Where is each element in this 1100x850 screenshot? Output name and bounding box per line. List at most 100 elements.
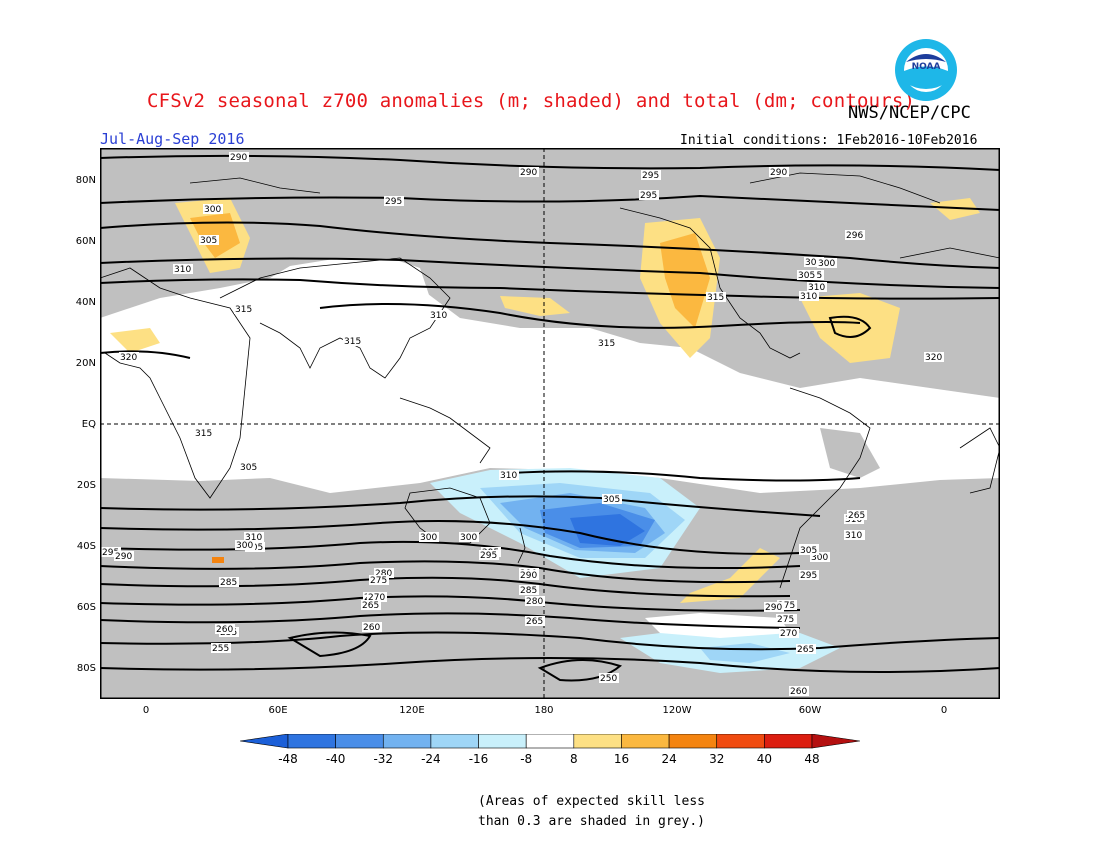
contour-label: 250 (600, 674, 617, 684)
contour-label-bg (419, 532, 439, 542)
colorbar-swatch (382, 734, 432, 749)
colorbar-swatch (668, 734, 718, 749)
contour-label-bg (119, 352, 139, 362)
colorbar (240, 734, 860, 749)
contour-label: 280 (526, 597, 543, 607)
contour-label-bg (847, 510, 867, 520)
lat-label-20s: 20S (76, 480, 96, 491)
contour-label-bg (229, 152, 249, 162)
contour-label: 300 (818, 259, 835, 269)
contour-label: 295 (642, 171, 659, 181)
contour-label-bg (239, 462, 259, 472)
contour-label: 305 (200, 236, 217, 246)
contour-label: 260 (216, 625, 233, 635)
contour-label-bg (101, 547, 121, 557)
contour-label: 280 (375, 569, 392, 579)
contour-label: 320 (925, 353, 942, 363)
contour-label: 305 (240, 463, 257, 473)
contour-label-bg (215, 624, 235, 634)
contour-label-bg (817, 258, 837, 268)
anomaly-map: 2902902953003053103153202902953003053103… (100, 148, 1000, 699)
contour-label-bg (369, 575, 389, 585)
contour-label: 310 (808, 283, 825, 293)
contour-label: 295 (102, 548, 119, 558)
contour-label-bg (789, 686, 809, 696)
lat-label-20n: 20N (75, 358, 96, 369)
contour-label-bg (807, 282, 827, 292)
colorbar-label: 48 (804, 752, 820, 766)
lat-label-60n: 60N (75, 236, 96, 247)
contour-label-bg (602, 494, 622, 504)
lon-label-180: 180 (534, 705, 554, 716)
colorbar-label: -24 (421, 752, 441, 766)
contour-label: 296 (846, 231, 863, 241)
contour-label-bg (519, 585, 539, 595)
skill-note-line-2: than 0.3 are shaded in grey.) (478, 814, 705, 829)
contour-label: 270 (368, 593, 385, 603)
contour-label-bg (384, 196, 404, 206)
contour-label-bg (525, 596, 545, 606)
contour-label: 305 (798, 271, 815, 281)
contour-label-bg (362, 622, 382, 632)
contour-label: 290 (520, 168, 537, 178)
contour-label: 265 (797, 645, 814, 655)
contour-label-bg (776, 614, 796, 624)
contour-label: 315 (598, 339, 615, 349)
contour-label-bg (769, 167, 789, 177)
contour-labels: 2902902953003053103153202902953003053103… (101, 152, 944, 697)
contour-label: 275 (370, 576, 387, 586)
contour-label: 285 (220, 578, 237, 588)
contour-label-bg (459, 532, 479, 542)
colorbar-swatch (287, 734, 336, 749)
contour-label: 300 (236, 541, 253, 551)
contour-label: 300 (460, 533, 477, 543)
contour-label-bg (199, 235, 219, 245)
contour-label-bg (845, 230, 865, 240)
lat-label-80s: 80S (76, 663, 96, 674)
figure-title: CFSv2 seasonal z700 anomalies (m; shaded… (147, 90, 916, 112)
contour-label-bg (519, 570, 539, 580)
contour-label-bg (764, 602, 784, 612)
contour-label: 315 (195, 429, 212, 439)
skill-note-line-1: (Areas of expected skill less (478, 794, 705, 809)
colorbar-label: 40 (756, 752, 772, 766)
colorbar-swatch (573, 734, 622, 749)
noaa-logo: NOAA (895, 39, 957, 101)
contour-label: 310 (430, 311, 447, 321)
contour-label: 305 (603, 495, 620, 505)
contour-label: 290 (770, 168, 787, 178)
contour-label-bg (796, 644, 816, 654)
contour-label: 290 (765, 603, 782, 613)
contour-label: 295 (800, 571, 817, 581)
contour-label-bg (641, 170, 661, 180)
lon-label-0-east: 0 (940, 705, 948, 716)
contour-label-bg (639, 190, 659, 200)
contour-label: 310 (500, 471, 517, 481)
contour-label: 310 (845, 531, 862, 541)
contour-label: 265 (526, 617, 543, 627)
coastlines (100, 172, 1000, 589)
contour-label: 275 (777, 615, 794, 625)
colorbar-label: 8 (569, 752, 578, 766)
contour-label-bg (499, 470, 519, 480)
contour-label-bg (597, 338, 617, 348)
colorbar-label: 16 (613, 752, 630, 766)
contour-label-bg (525, 616, 545, 626)
lat-label-40s: 40S (76, 541, 96, 552)
contour-label-bg (374, 568, 394, 578)
colorbar-swatch (525, 734, 575, 749)
colorbar-label: -48 (278, 752, 298, 766)
map-border (100, 148, 1000, 699)
contour-label-bg (706, 292, 726, 302)
lat-label-eq: EQ (81, 419, 96, 430)
contour-label-bg (924, 352, 944, 362)
contour-label: 285 (520, 586, 537, 596)
lon-label-0: 0 (142, 705, 150, 716)
lat-label-40n: 40N (75, 297, 96, 308)
colorbar-swatch (716, 734, 765, 749)
contour-label-bg (810, 552, 830, 562)
anomaly-shading (110, 198, 980, 673)
contour-label-bg (777, 600, 797, 610)
contour-label: 310 (174, 265, 191, 275)
contour-label: 295 (480, 551, 497, 561)
